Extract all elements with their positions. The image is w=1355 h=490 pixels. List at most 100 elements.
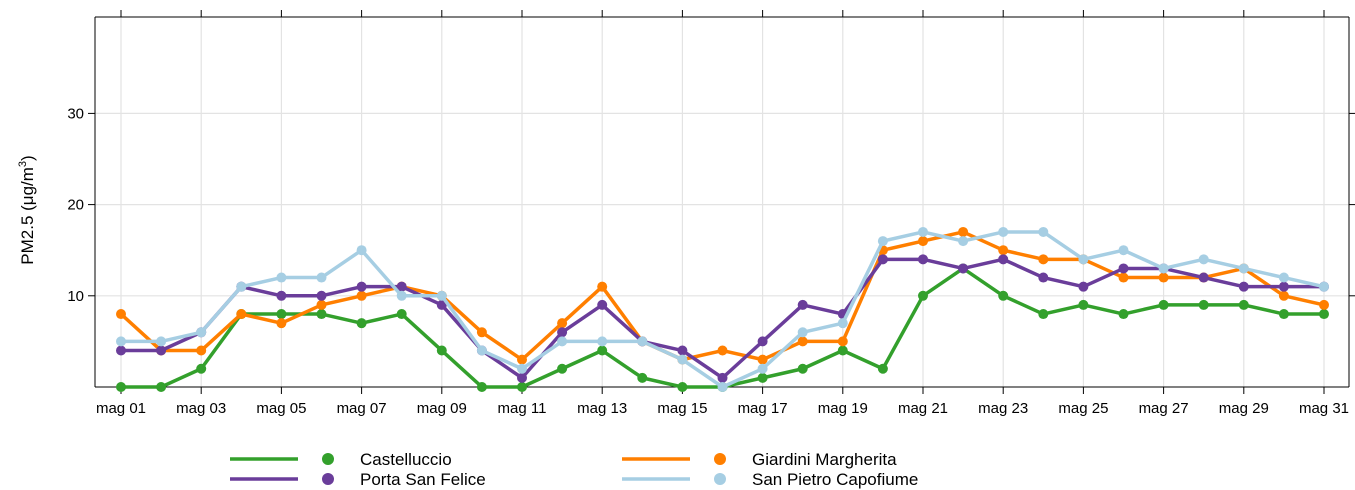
data-point bbox=[436, 345, 447, 356]
y-axis-label-group: PM2.5 (μg/m3) bbox=[17, 155, 37, 264]
data-point bbox=[156, 336, 167, 347]
data-point bbox=[557, 327, 568, 338]
data-point bbox=[1319, 281, 1329, 292]
data-point bbox=[998, 254, 1009, 265]
data-point bbox=[517, 382, 527, 392]
legend-label: San Pietro Capofiume bbox=[752, 470, 918, 489]
data-point bbox=[557, 318, 568, 329]
data-point bbox=[196, 345, 207, 356]
data-point bbox=[597, 336, 608, 347]
data-point bbox=[156, 345, 167, 356]
x-tick-label: mag 23 bbox=[978, 400, 1028, 417]
data-point bbox=[396, 281, 407, 292]
data-point bbox=[1118, 263, 1129, 274]
data-point bbox=[517, 354, 527, 365]
data-point bbox=[1038, 309, 1049, 320]
data-point bbox=[116, 345, 126, 356]
data-point bbox=[637, 336, 648, 347]
series-castelluccio bbox=[116, 263, 1329, 392]
data-point bbox=[1278, 281, 1289, 292]
legend-point-swatch bbox=[322, 453, 334, 465]
data-point bbox=[356, 318, 367, 329]
series-line bbox=[121, 266, 1324, 389]
legend-item: Giardini Margherita bbox=[622, 450, 897, 469]
data-point bbox=[436, 299, 447, 310]
data-point bbox=[356, 281, 367, 292]
data-point bbox=[156, 382, 167, 392]
data-point bbox=[1238, 299, 1249, 310]
data-point bbox=[276, 290, 287, 301]
data-point bbox=[557, 336, 568, 347]
x-tick-label: mag 17 bbox=[738, 400, 788, 417]
data-point bbox=[918, 236, 928, 247]
legend-label: Porta San Felice bbox=[360, 470, 486, 489]
data-point bbox=[316, 290, 327, 301]
x-tick-label: mag 29 bbox=[1219, 400, 1269, 417]
data-point bbox=[276, 272, 287, 283]
data-point bbox=[236, 281, 247, 292]
data-point bbox=[837, 318, 848, 329]
legend-item: Castelluccio bbox=[230, 450, 452, 469]
data-point bbox=[356, 245, 367, 256]
data-point bbox=[958, 226, 969, 237]
series-porta-san-felice bbox=[116, 254, 1329, 383]
data-point bbox=[316, 309, 327, 320]
data-point bbox=[116, 309, 126, 320]
data-point bbox=[236, 309, 247, 320]
data-point bbox=[1038, 272, 1049, 283]
x-tick-label: mag 31 bbox=[1299, 400, 1349, 417]
legend-item: San Pietro Capofiume bbox=[622, 470, 918, 489]
data-point bbox=[1158, 272, 1169, 283]
data-point bbox=[276, 309, 287, 320]
data-point bbox=[1038, 254, 1049, 265]
legend-label: Castelluccio bbox=[360, 450, 452, 469]
legend-point-swatch bbox=[714, 453, 726, 465]
data-point bbox=[1319, 299, 1329, 310]
legend-item: Porta San Felice bbox=[230, 470, 486, 489]
data-point bbox=[396, 290, 407, 301]
data-point bbox=[958, 236, 969, 247]
data-point bbox=[1118, 309, 1129, 320]
data-point bbox=[436, 290, 447, 301]
y-axis-label-main: PM2.5 (μg/m bbox=[18, 167, 37, 265]
data-point bbox=[757, 354, 768, 365]
data-point bbox=[717, 372, 728, 383]
data-point bbox=[1078, 254, 1089, 265]
data-point bbox=[757, 336, 768, 347]
axes: mag 01 mag 03 mag 05 mag 07 mag 09 mag 11 mag … bbox=[67, 10, 1355, 417]
data-point bbox=[677, 345, 688, 356]
data-point bbox=[1118, 245, 1129, 256]
data-point bbox=[797, 299, 808, 310]
data-point bbox=[1238, 281, 1249, 292]
x-tick-label: mag 05 bbox=[256, 400, 306, 417]
y-axis-label-superscript: 3 bbox=[17, 161, 29, 167]
data-point bbox=[877, 236, 888, 247]
data-point bbox=[557, 363, 568, 374]
data-point bbox=[1198, 254, 1209, 265]
legend-point-swatch bbox=[714, 473, 726, 485]
data-point bbox=[316, 299, 327, 310]
data-point bbox=[677, 354, 688, 365]
data-point bbox=[276, 318, 287, 329]
data-point bbox=[1118, 272, 1129, 283]
data-point bbox=[998, 226, 1009, 237]
x-tick-label: mag 11 bbox=[498, 400, 547, 417]
data-point bbox=[597, 299, 608, 310]
data-point bbox=[837, 345, 848, 356]
x-tick-label: mag 13 bbox=[577, 400, 627, 417]
x-tick-label: mag 19 bbox=[818, 400, 868, 417]
data-point bbox=[918, 290, 928, 301]
data-point bbox=[517, 363, 527, 374]
x-tick-label: mag 27 bbox=[1139, 400, 1189, 417]
data-point bbox=[1319, 309, 1329, 320]
data-point bbox=[1158, 263, 1169, 274]
series-san-pietro-capofiume bbox=[116, 226, 1329, 392]
data-point bbox=[1278, 309, 1289, 320]
data-point bbox=[998, 245, 1009, 256]
x-tick-label: mag 07 bbox=[337, 400, 387, 417]
data-point bbox=[717, 382, 728, 392]
data-point bbox=[597, 281, 608, 292]
data-point bbox=[196, 363, 207, 374]
data-point bbox=[877, 363, 888, 374]
